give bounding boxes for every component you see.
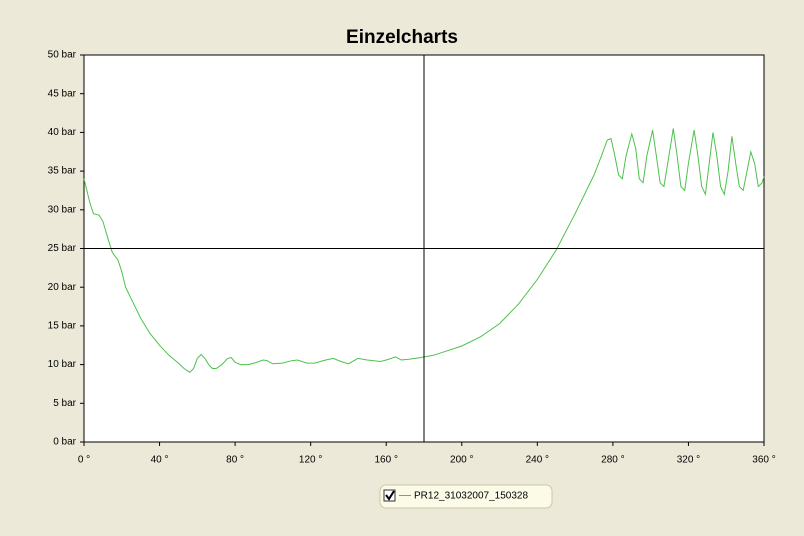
y-tick-label: 35 bar (48, 166, 77, 177)
y-tick-label: 30 bar (48, 204, 77, 215)
x-tick-label: 240 ° (526, 455, 549, 466)
x-tick-label: 280 ° (601, 455, 624, 466)
x-tick-label: 0 ° (78, 455, 90, 466)
y-tick-label: 40 bar (48, 127, 77, 138)
x-tick-label: 320 ° (677, 455, 700, 466)
y-tick-label: 15 bar (48, 321, 77, 332)
checkmark (385, 490, 395, 501)
chart-title: Einzelcharts (346, 27, 458, 48)
y-tick-label: 5 bar (53, 398, 76, 409)
y-tick-label: 10 bar (48, 359, 77, 370)
y-tick-label: 0 bar (53, 437, 76, 448)
x-tick-label: 120 ° (299, 455, 322, 466)
x-tick-label: 40 ° (151, 455, 169, 466)
legend: PR12_31032007_150328 (379, 484, 553, 509)
y-tick-label: 20 bar (48, 282, 77, 293)
y-tick-label: 25 bar (48, 243, 77, 254)
x-tick-label: 160 ° (374, 455, 397, 466)
x-tick-label: 200 ° (450, 455, 473, 466)
legend-checkbox[interactable] (383, 489, 396, 502)
legend-box (379, 484, 553, 509)
x-tick-label: 360 ° (752, 455, 775, 466)
series-line (83, 128, 765, 373)
y-tick-label: 50 bar (48, 50, 77, 61)
legend-label: PR12_31032007_150328 (414, 491, 528, 502)
y-tick-label: 45 bar (48, 88, 77, 99)
x-tick-label: 80 ° (226, 455, 244, 466)
